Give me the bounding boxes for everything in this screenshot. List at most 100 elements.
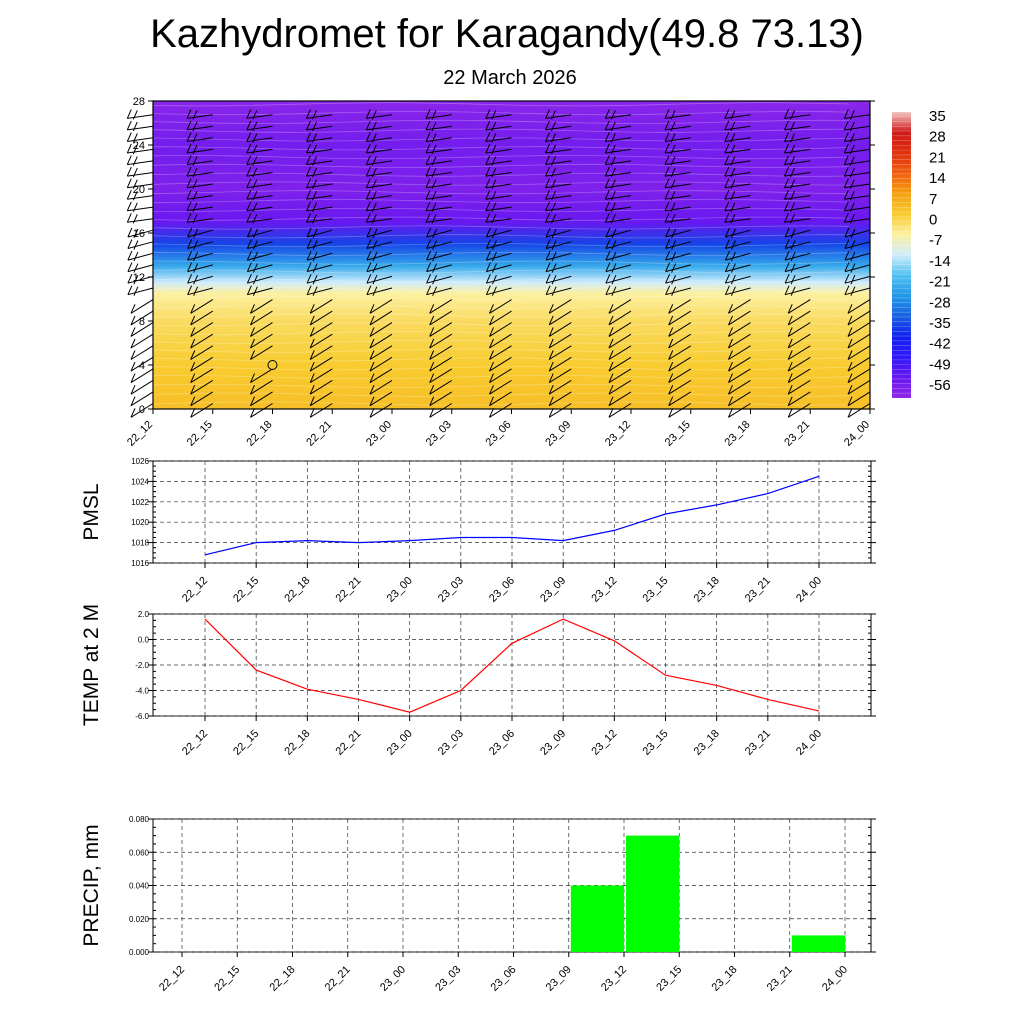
wind-barb-flag — [312, 251, 318, 262]
wind-barb-flag — [491, 263, 497, 273]
wind-barb-flag — [425, 132, 431, 142]
wind-barb-flag — [306, 262, 312, 272]
wind-barb-flag — [312, 202, 317, 213]
wind-barb-shaft — [366, 252, 393, 261]
wind-barb-shaft — [425, 160, 452, 166]
wind-barb-flag — [186, 201, 192, 212]
wind-barb-shaft — [190, 391, 214, 407]
wind-barb-flag — [489, 384, 494, 395]
wind-barb-shaft — [545, 172, 572, 177]
wind-barb-flag — [312, 263, 318, 273]
wind-barb-flag — [429, 361, 435, 372]
wind-barb-shaft — [246, 148, 273, 154]
wind-barb-shaft — [728, 356, 751, 372]
wind-barb-shaft — [186, 125, 213, 131]
wind-barb-shaft — [844, 148, 871, 154]
wind-barb-shaft — [366, 125, 393, 131]
precip-bar — [570, 885, 625, 952]
wind-barb-flag — [724, 120, 730, 131]
wind-barb-flag — [132, 202, 138, 213]
wind-barb-flag — [548, 361, 554, 372]
wind-barb-flag — [127, 239, 133, 249]
wind-barb-flag — [126, 189, 132, 200]
wind-barb-shaft — [127, 275, 154, 284]
wind-barb-shaft — [486, 252, 512, 261]
wind-barb-flag — [365, 201, 371, 212]
wind-barb-flag — [371, 144, 377, 155]
wind-barb-shaft — [668, 322, 692, 337]
wind-barb-shaft — [608, 322, 632, 337]
wind-barb-shaft — [545, 218, 572, 223]
wind-barb-shaft — [844, 195, 871, 200]
wind-barb-flag — [724, 178, 730, 188]
wind-barb-flag — [790, 133, 795, 143]
wind-barb-flag — [127, 262, 133, 272]
wind-barb-flag — [130, 338, 136, 349]
wind-barb-shaft — [787, 333, 811, 349]
wind-barb-shaft — [247, 264, 273, 273]
wind-barb-flag — [132, 133, 138, 143]
wind-barb-flag — [186, 189, 192, 200]
wind-barb-flag — [847, 327, 853, 337]
wind-barb-shaft — [130, 356, 154, 372]
wind-barb-shaft — [489, 299, 512, 314]
wind-barb-shaft — [847, 391, 871, 407]
wind-barb-shaft — [306, 252, 333, 261]
wind-barb-flag — [545, 178, 550, 188]
wind-barb-shaft — [489, 379, 512, 395]
wind-barb-shaft — [668, 333, 692, 349]
colorbar-label: 21 — [929, 149, 946, 166]
wind-barb-flag — [312, 228, 318, 239]
wind-barb-shaft — [608, 345, 632, 360]
wind-barb-shaft — [664, 172, 691, 177]
wind-barb-shaft — [187, 287, 213, 296]
wind-barb-shaft — [366, 287, 393, 296]
wind-barb-shaft — [425, 218, 452, 223]
wind-barb-flag — [604, 132, 610, 142]
wind-barb-flag — [309, 350, 315, 360]
series-line — [204, 475, 820, 556]
wind-barb-flag — [664, 120, 670, 131]
wind-barb-flag — [728, 304, 733, 314]
wind-barb-shaft — [664, 183, 691, 189]
wind-barb-flag — [425, 109, 431, 119]
wind-barb-flag — [551, 144, 556, 155]
wind-barb-flag — [724, 213, 730, 223]
y-tick-label: -4.0 — [135, 687, 149, 696]
wind-barb-flag — [790, 179, 795, 189]
wind-barb-shaft — [426, 275, 452, 284]
wind-barb-flag — [608, 338, 614, 349]
wind-barb-flag — [425, 120, 431, 131]
wind-barb-flag — [784, 155, 789, 165]
wind-barb-flag — [371, 202, 377, 213]
wind-barb-flag — [850, 251, 856, 262]
wind-barb-flag — [365, 213, 371, 223]
wind-barb-flag — [608, 408, 614, 418]
wind-barb-flag — [187, 239, 193, 249]
wind-barb-shaft — [724, 218, 751, 223]
wind-barb-flag — [127, 250, 133, 261]
wind-barb-flag — [730, 240, 736, 250]
wind-barb-shaft — [668, 403, 692, 418]
wind-barb-flag — [429, 408, 435, 418]
wind-barb-shaft — [844, 275, 871, 284]
wind-barb-flag — [429, 373, 435, 383]
wind-barb-flag — [665, 273, 671, 284]
precip-bar — [626, 835, 680, 952]
wind-barb-flag — [431, 110, 437, 120]
x-tick-label: 23_00 — [364, 419, 394, 449]
wind-barb-flag — [130, 408, 136, 418]
colorbar-label: -35 — [929, 315, 951, 332]
wind-barb-shaft — [187, 229, 213, 238]
wind-barb-flag — [485, 189, 491, 200]
y-tick-label: 0.020 — [129, 915, 150, 924]
wind-barb-flag — [784, 285, 790, 295]
x-tick-label: 23_12 — [589, 575, 619, 605]
y-tick-label: 4 — [139, 360, 145, 372]
wind-barb-flag — [426, 227, 432, 238]
contour-line — [152, 251, 850, 256]
wind-barb-shaft — [127, 183, 154, 189]
wind-barb-shaft — [548, 345, 572, 360]
wind-barb-shaft — [545, 148, 572, 154]
wind-barb-flag — [190, 304, 196, 314]
